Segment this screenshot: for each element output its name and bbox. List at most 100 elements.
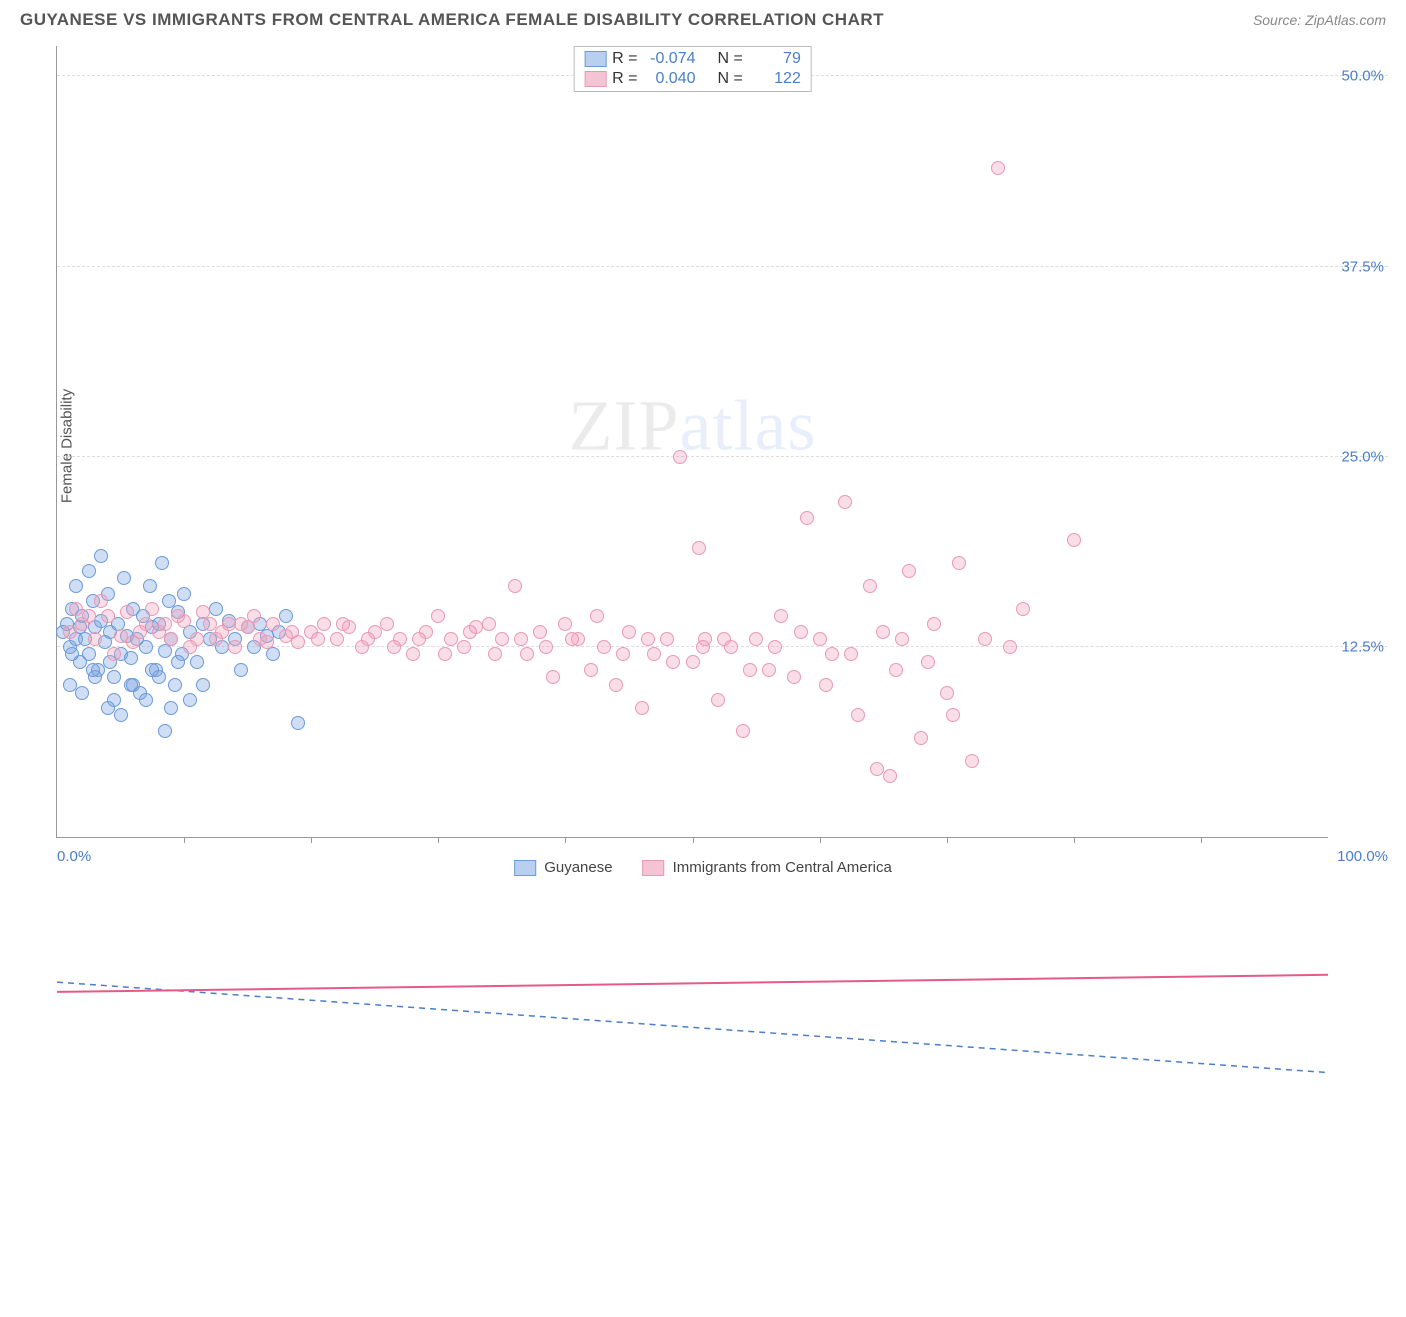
- data-point: [838, 495, 852, 509]
- data-point: [94, 549, 108, 563]
- watermark: ZIPatlas: [569, 384, 817, 467]
- data-point: [222, 617, 236, 631]
- data-point: [488, 647, 502, 661]
- data-point: [952, 556, 966, 570]
- legend-stats-box: R = -0.074 N = 79 R = 0.040 N = 122: [573, 46, 812, 92]
- data-point: [889, 663, 903, 677]
- bottom-legend-item-0: Guyanese: [514, 859, 612, 876]
- data-point: [666, 655, 680, 669]
- data-point: [444, 632, 458, 646]
- data-point: [164, 632, 178, 646]
- data-point: [65, 647, 79, 661]
- data-point: [101, 609, 115, 623]
- data-point: [863, 579, 877, 593]
- data-point: [482, 617, 496, 631]
- data-point: [800, 511, 814, 525]
- x-tick-min: 0.0%: [57, 848, 91, 865]
- data-point: [120, 605, 134, 619]
- data-point: [463, 625, 477, 639]
- data-point: [616, 647, 630, 661]
- legend-swatch-1: [584, 71, 606, 87]
- data-point: [82, 564, 96, 578]
- data-point: [260, 635, 274, 649]
- data-point: [558, 617, 572, 631]
- chart-title: GUYANESE VS IMMIGRANTS FROM CENTRAL AMER…: [20, 10, 884, 30]
- data-point: [641, 632, 655, 646]
- grid-line: [57, 266, 1388, 267]
- data-point: [330, 632, 344, 646]
- data-point: [851, 708, 865, 722]
- data-point: [124, 651, 138, 665]
- data-point: [647, 647, 661, 661]
- data-point: [914, 731, 928, 745]
- y-tick-label: 37.5%: [1341, 258, 1384, 275]
- data-point: [991, 161, 1005, 175]
- data-point: [171, 655, 185, 669]
- data-point: [711, 693, 725, 707]
- data-point: [139, 693, 153, 707]
- data-point: [209, 602, 223, 616]
- data-point: [291, 716, 305, 730]
- data-point: [94, 594, 108, 608]
- data-point: [622, 625, 636, 639]
- data-point: [143, 579, 157, 593]
- data-point: [495, 632, 509, 646]
- data-point: [317, 617, 331, 631]
- data-point: [114, 708, 128, 722]
- data-point: [794, 625, 808, 639]
- legend-stats-row-1: R = 0.040 N = 122: [574, 69, 811, 89]
- data-point: [139, 640, 153, 654]
- data-point: [158, 724, 172, 738]
- bottom-legend: Guyanese Immigrants from Central America: [514, 859, 892, 876]
- stat-n-value-1: 122: [749, 70, 801, 88]
- data-point: [406, 647, 420, 661]
- data-point: [69, 579, 83, 593]
- data-point: [387, 640, 401, 654]
- data-point: [514, 632, 528, 646]
- data-point: [63, 678, 77, 692]
- x-tick-mark: [438, 837, 439, 843]
- data-point: [164, 701, 178, 715]
- data-point: [266, 647, 280, 661]
- data-point: [749, 632, 763, 646]
- data-point: [673, 450, 687, 464]
- data-point: [660, 632, 674, 646]
- data-point: [266, 617, 280, 631]
- watermark-zip: ZIP: [569, 385, 680, 465]
- data-point: [844, 647, 858, 661]
- data-point: [336, 617, 350, 631]
- data-point: [158, 617, 172, 631]
- data-point: [285, 625, 299, 639]
- trend-lines: [57, 46, 1328, 1317]
- data-point: [279, 609, 293, 623]
- data-point: [736, 724, 750, 738]
- data-point: [774, 609, 788, 623]
- bottom-legend-label-0: Guyanese: [544, 859, 612, 876]
- bottom-legend-swatch-0: [514, 860, 536, 876]
- data-point: [940, 686, 954, 700]
- data-point: [203, 617, 217, 631]
- data-point: [768, 640, 782, 654]
- data-point: [158, 644, 172, 658]
- x-tick-mark: [311, 837, 312, 843]
- data-point: [133, 625, 147, 639]
- stat-n-label-1: N =: [718, 70, 743, 88]
- data-point: [177, 587, 191, 601]
- data-point: [870, 762, 884, 776]
- legend-stats-row-0: R = -0.074 N = 79: [574, 49, 811, 69]
- data-point: [247, 609, 261, 623]
- bottom-legend-item-1: Immigrants from Central America: [643, 859, 892, 876]
- data-point: [311, 632, 325, 646]
- data-point: [86, 663, 100, 677]
- data-point: [457, 640, 471, 654]
- chart-source: Source: ZipAtlas.com: [1253, 12, 1386, 28]
- data-point: [75, 686, 89, 700]
- data-point: [813, 632, 827, 646]
- data-point: [183, 640, 197, 654]
- y-tick-label: 12.5%: [1341, 638, 1384, 655]
- stat-r-value-0: -0.074: [644, 50, 696, 68]
- data-point: [565, 632, 579, 646]
- data-point: [183, 693, 197, 707]
- data-point: [946, 708, 960, 722]
- data-point: [1016, 602, 1030, 616]
